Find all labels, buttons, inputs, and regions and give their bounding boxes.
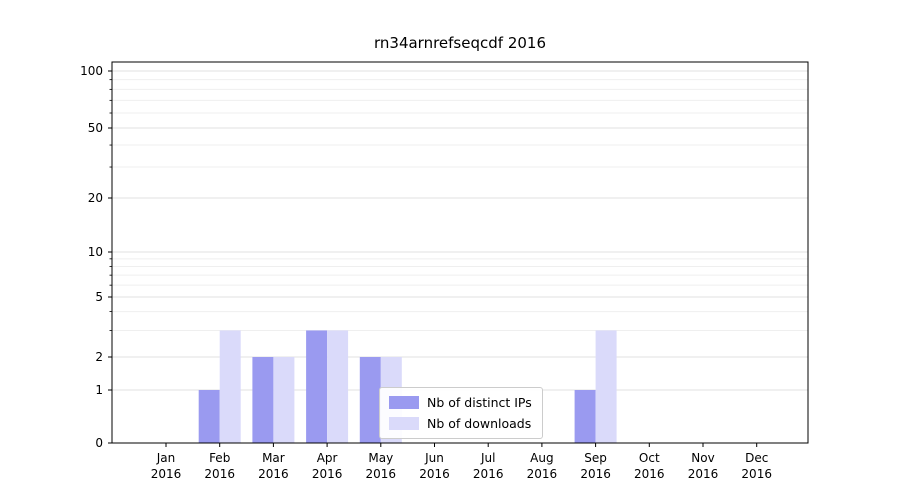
x-tick-label-year: 2016 bbox=[580, 467, 611, 481]
gridlines-major bbox=[112, 70, 808, 391]
x-tick-label-year: 2016 bbox=[204, 467, 235, 481]
x-tick-label-year: 2016 bbox=[366, 467, 397, 481]
bar bbox=[306, 330, 328, 443]
x-tick-label-year: 2016 bbox=[419, 467, 450, 481]
bar bbox=[595, 330, 617, 443]
x-tick-label-month: Jul bbox=[480, 451, 495, 465]
x-tick-labels: Jan 2016 Feb 2016 Mar 2016 Apr 2016 May 2016 Jun 20… bbox=[151, 443, 772, 481]
bar bbox=[252, 357, 274, 443]
x-tick-label-year: 2016 bbox=[688, 467, 719, 481]
y-minor-ticks bbox=[109, 79, 112, 331]
x-tick-label-month: Jun bbox=[424, 451, 444, 465]
y-tick-label: 1 bbox=[95, 383, 103, 397]
bar bbox=[359, 357, 381, 443]
y-tick-label: 10 bbox=[88, 245, 103, 259]
y-tick-label: 2 bbox=[95, 350, 103, 364]
x-tick-label-month: Mar bbox=[262, 451, 285, 465]
x-tick-label-month: Nov bbox=[691, 451, 714, 465]
x-tick-label-year: 2016 bbox=[151, 467, 182, 481]
bars-distinct-ips bbox=[198, 330, 596, 443]
x-tick-label-year: 2016 bbox=[527, 467, 558, 481]
x-tick-label-year: 2016 bbox=[258, 467, 289, 481]
legend: Nb of distinct IPs Nb of downloads bbox=[379, 387, 543, 439]
y-tick-label: 5 bbox=[95, 290, 103, 304]
x-tick-label-month: Oct bbox=[639, 451, 660, 465]
legend-swatch-distinct-ips bbox=[389, 396, 419, 409]
y-tick-label: 20 bbox=[88, 191, 103, 205]
legend-swatch-downloads bbox=[389, 417, 419, 430]
x-tick-label-month: Dec bbox=[745, 451, 768, 465]
bar bbox=[219, 330, 241, 443]
gridlines-minor bbox=[112, 79, 808, 331]
x-tick-label-month: Sep bbox=[584, 451, 607, 465]
x-tick-label-year: 2016 bbox=[741, 467, 772, 481]
x-tick-label-month: Aug bbox=[530, 451, 553, 465]
y-tick-label: 0 bbox=[95, 436, 103, 450]
x-tick-label-year: 2016 bbox=[312, 467, 343, 481]
legend-label-downloads: Nb of downloads bbox=[427, 416, 532, 431]
y-tick-label: 50 bbox=[88, 121, 103, 135]
x-tick-label-month: Feb bbox=[209, 451, 230, 465]
bar bbox=[273, 357, 295, 443]
chart-title: rn34arnrefseqcdf 2016 bbox=[373, 34, 546, 52]
x-tick-label-month: May bbox=[368, 451, 393, 465]
bars-downloads bbox=[219, 330, 617, 443]
bar bbox=[327, 330, 349, 443]
x-tick-label-month: Apr bbox=[317, 451, 338, 465]
x-tick-label-month: Jan bbox=[156, 451, 176, 465]
x-tick-label-year: 2016 bbox=[473, 467, 504, 481]
x-tick-label-year: 2016 bbox=[634, 467, 665, 481]
y-tick-labels: 0 1 2 5 10 20 50 100 bbox=[80, 64, 112, 450]
legend-label-distinct-ips: Nb of distinct IPs bbox=[427, 395, 532, 410]
legend-item-distinct-ips: Nb of distinct IPs bbox=[389, 395, 532, 410]
legend-item-downloads: Nb of downloads bbox=[389, 416, 532, 431]
bar bbox=[198, 390, 220, 443]
y-tick-label: 100 bbox=[80, 64, 103, 78]
bar bbox=[574, 390, 596, 443]
